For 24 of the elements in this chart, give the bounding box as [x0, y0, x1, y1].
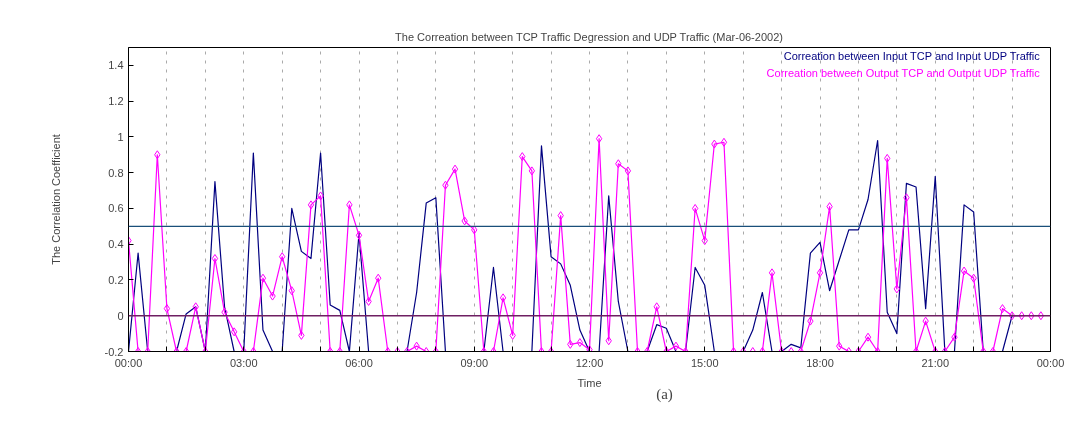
x-tick-label: 21:00: [921, 356, 950, 369]
x-tick-label: 06:00: [345, 356, 373, 369]
text: Correation between Output TCP and Output UDP Traffic: [766, 66, 1041, 79]
y-tick-label: -0.2: [104, 345, 124, 358]
y-tick-label: 1.4: [108, 59, 124, 72]
x-tick-label: 18:00: [806, 356, 834, 369]
x-tick-label: 00:00: [114, 356, 143, 369]
y-tick-label: 0: [117, 309, 124, 322]
x-tick-label: 12:00: [575, 356, 604, 369]
x-tick-label: 03:00: [229, 356, 258, 369]
x-tick-label: 09:00: [460, 356, 489, 369]
chart-title: The Correation between TCP Traffic Degression and UDP Traffic (Mar-06-2002): [395, 30, 783, 43]
y-tick-label: 0.8: [108, 166, 124, 179]
text: Correation between Input TCP and Input UDP Traffic: [783, 49, 1041, 62]
y-tick-label: 0.6: [108, 202, 124, 215]
x-tick-label: 00:00: [1036, 356, 1065, 369]
y-tick-label: 0.2: [108, 273, 124, 286]
y-tick-label: 1: [117, 130, 124, 143]
y-axis-title: The Correlation Coefficient: [49, 134, 62, 265]
x-axis-title: Time: [577, 376, 602, 389]
y-tick-label: 0.4: [108, 238, 124, 251]
text: (a): [656, 385, 673, 403]
x-tick-label: 15:00: [690, 356, 719, 369]
y-tick-label: 1.2: [108, 95, 124, 108]
